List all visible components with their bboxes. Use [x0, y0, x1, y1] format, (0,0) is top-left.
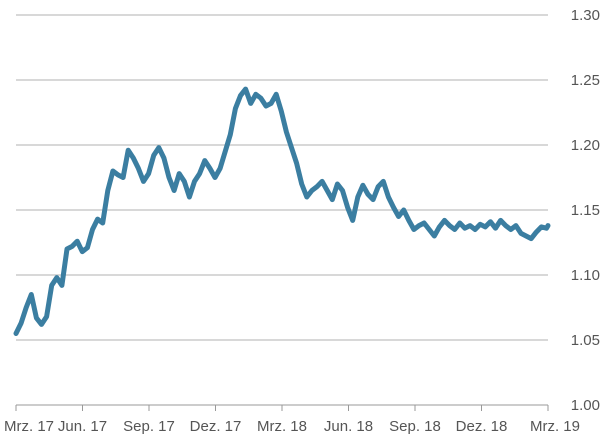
x-tick-label: Sep. 17: [123, 418, 175, 435]
x-tick-label: Mrz. 19: [530, 418, 580, 435]
x-axis-tick-labels: Mrz. 17 Jun. 17 Sep. 17 Dez. 17 Mrz. 18 Jun. …: [4, 418, 580, 435]
x-tick-label: Mrz. 17: [4, 418, 54, 435]
y-tick-label: 1.00: [571, 397, 600, 414]
y-tick-label: 1.10: [571, 267, 600, 284]
x-tick-label: Dez. 18: [456, 418, 508, 435]
y-tick-label: 1.25: [571, 72, 600, 89]
y-tick-label: 1.05: [571, 332, 600, 349]
x-tick-label: Sep. 18: [389, 418, 441, 435]
x-axis-ticks: [15, 405, 549, 411]
x-tick-label: Jun. 17: [58, 418, 107, 435]
x-tick-label: Jun. 18: [324, 418, 373, 435]
grid-lines: [16, 14, 548, 341]
y-tick-label: 1.15: [571, 202, 600, 219]
y-tick-label: 1.30: [571, 7, 600, 24]
x-tick-label: Dez. 17: [190, 418, 242, 435]
y-axis-tick-labels: 1.00 1.05 1.10 1.15 1.20 1.25 1.30: [571, 7, 600, 414]
y-tick-label: 1.20: [571, 137, 600, 154]
series-line: [13, 86, 551, 336]
x-tick-label: Mrz. 18: [257, 418, 307, 435]
